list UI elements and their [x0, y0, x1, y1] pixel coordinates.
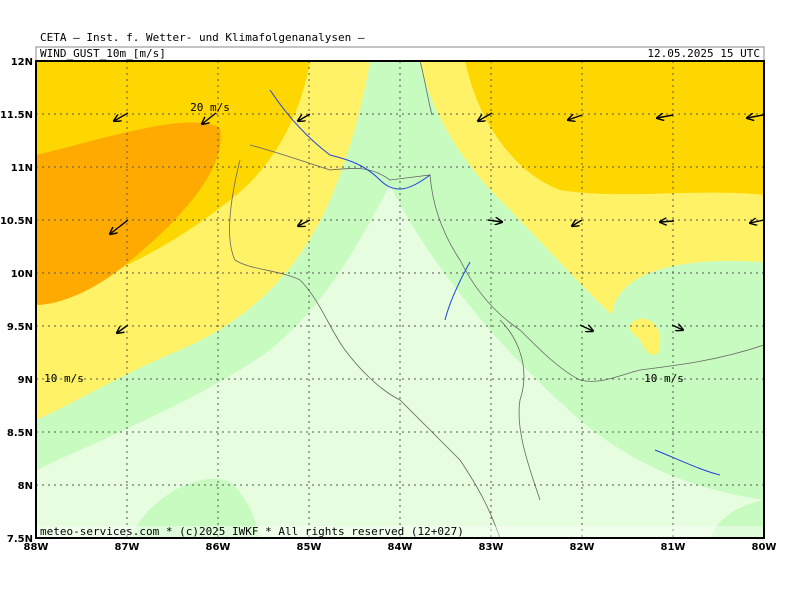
wind-arrow [117, 324, 129, 333]
wind-arrow [202, 112, 217, 124]
parameter: WIND_GUST_10m_[m/s] [40, 47, 166, 60]
coastline [229, 159, 501, 538]
coastline [249, 144, 764, 382]
y-tick-label: 11.5N [0, 110, 33, 121]
x-tick-label: 86W [206, 542, 231, 553]
river [444, 261, 721, 476]
footer: meteo-services.com * (c)2025 IWKF * All … [40, 525, 464, 538]
field-yellow [629, 318, 661, 356]
wind-arrow [298, 113, 311, 121]
contour-label: 10 m/s [44, 372, 84, 385]
field-green [130, 478, 260, 538]
footer-bar [36, 526, 764, 538]
x-tick-label: 84W [388, 542, 413, 553]
valid-time: 12.05.2025 15 UTC [647, 47, 760, 60]
wind-arrow [572, 220, 583, 226]
contour-label: 10 m/s [644, 372, 684, 385]
y-tick-label: 9.5N [7, 322, 33, 333]
wind-arrow [487, 220, 502, 222]
x-tick-label: 82W [570, 542, 595, 553]
x-tick-label: 81W [661, 542, 686, 553]
border [419, 61, 541, 501]
y-tick-label: 9N [18, 375, 33, 386]
x-tick-label: 87W [115, 542, 140, 553]
header-title: CETA — Inst. f. Wetter- und Klimafolgena… [40, 31, 365, 44]
field-green [710, 500, 764, 538]
field [36, 61, 764, 538]
frame [35, 60, 765, 539]
wind-arrow [660, 221, 675, 222]
y-tick-label: 8.5N [7, 428, 33, 439]
x-tick-label: 80W [752, 542, 777, 553]
river [269, 89, 431, 190]
y-tick-label: 8N [18, 481, 33, 492]
x-tick-label: 85W [297, 542, 322, 553]
y-tick-label: 12N [11, 57, 33, 68]
wind-arrow [298, 220, 311, 226]
wind-arrow [579, 324, 593, 331]
contour-label: 20 m/s [190, 101, 230, 114]
wind-arrow [110, 219, 129, 234]
x-tick-label: 88W [24, 542, 49, 553]
wind-arrow [568, 115, 583, 120]
wind-arrow [747, 115, 764, 118]
x-tick-label: 83W [479, 542, 504, 553]
wind-arrows [110, 112, 765, 333]
y-tick-label: 10.5N [0, 216, 33, 227]
field-orange [36, 122, 221, 305]
y-tick-label: 11N [11, 163, 33, 174]
wind-arrow [657, 115, 674, 118]
wind-arrow [750, 220, 765, 223]
wind-arrow [671, 325, 683, 330]
wind-arrow [114, 112, 129, 121]
field-gold [465, 61, 764, 195]
y-tick-label: 10N [11, 269, 33, 280]
wind-arrow [478, 112, 493, 121]
y-tick-label: 7.5N [7, 534, 33, 545]
